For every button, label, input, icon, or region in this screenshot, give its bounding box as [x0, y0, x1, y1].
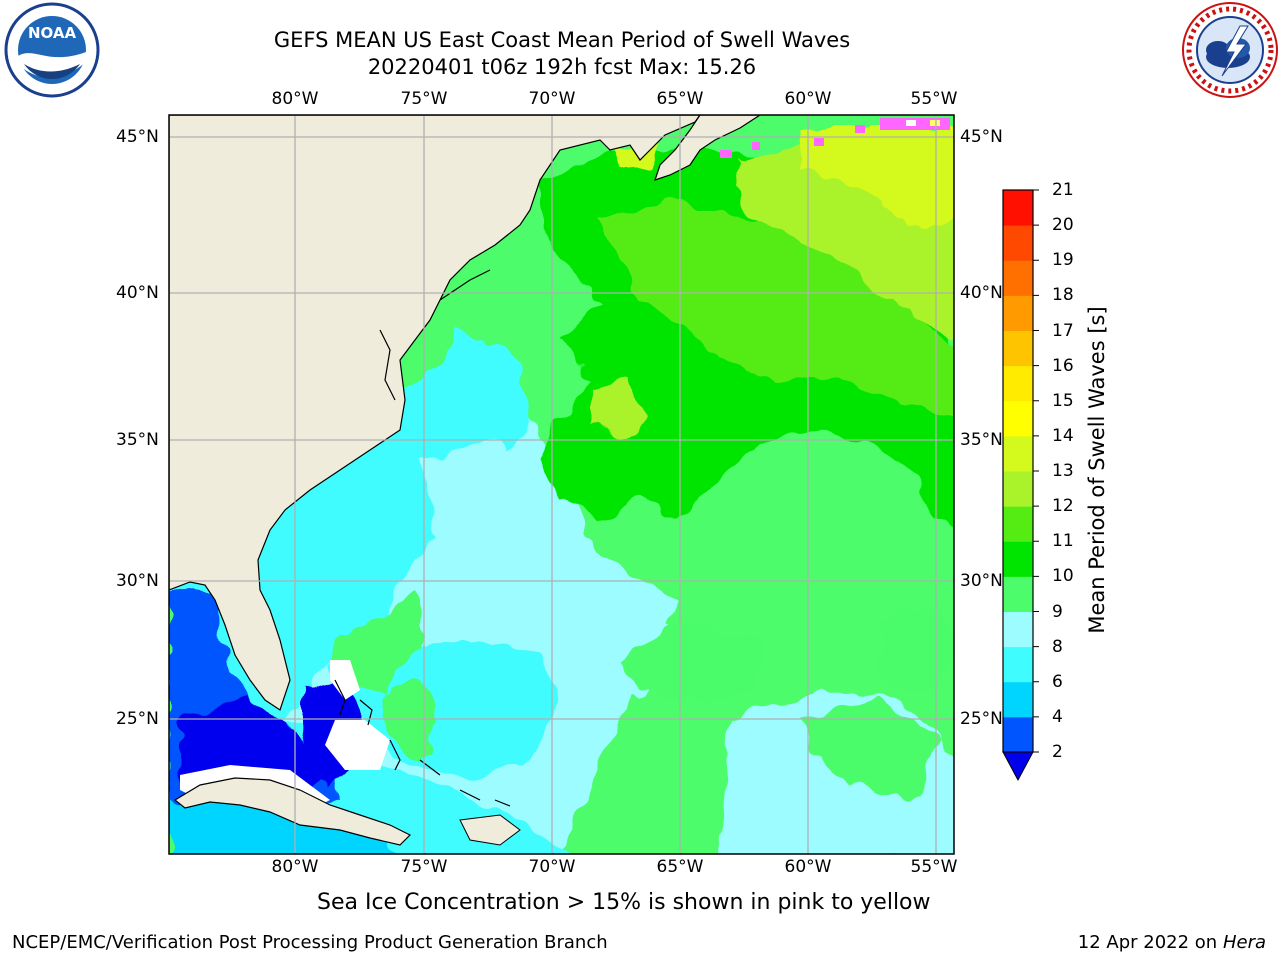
figure-subtitle: 20220401 t06z 192h fcst Max: 15.26: [367, 55, 757, 79]
footer-date: 12 Apr 2022 on Hera: [1078, 932, 1266, 953]
colorbar-segment: [1003, 716, 1033, 753]
lat-label-left-45n: 45°N: [116, 127, 159, 147]
map-frame: [168, 114, 955, 855]
lon-label-top-75w: 75°W: [400, 89, 448, 109]
swell-period-field: [169, 115, 954, 854]
lat-label-right-25n: 25°N: [960, 709, 1003, 729]
lat-label-right-45n: 45°N: [960, 127, 1003, 147]
colorbar-segment: [1003, 611, 1033, 648]
lat-label-left-35n: 35°N: [116, 430, 159, 450]
colorbar-tick-label: 13: [1052, 461, 1074, 481]
colorbar-tick-label: 16: [1052, 355, 1074, 376]
footer-machine: Hera: [1222, 932, 1266, 953]
colorbar-segment: [1003, 400, 1033, 437]
noaa-logo-text: NOAA: [28, 24, 77, 42]
colorbar-segment: [1003, 681, 1033, 718]
land-north-america: [169, 115, 701, 711]
lat-label-right-40n: 40°N: [960, 283, 1003, 303]
colorbar-segment: [1003, 435, 1033, 472]
colorbar-tick-label: 4: [1052, 706, 1063, 727]
lat-label-left-40n: 40°N: [116, 283, 159, 303]
colorbar-segment: [1003, 225, 1033, 261]
colorbar-title: Mean Period of Swell Waves [s]: [1085, 306, 1109, 634]
colorbar-tick-label: 20: [1052, 215, 1074, 236]
colorbar: [1002, 189, 1039, 782]
land-cuba: [173, 777, 412, 846]
colorbar-tick-label: 21: [1052, 180, 1074, 200]
colorbar-segment: [1003, 471, 1033, 507]
lon-label-bottom-70w: 70°W: [528, 857, 576, 877]
colorbar-tick-label: 11: [1052, 531, 1074, 552]
lon-label-top-80w: 80°W: [271, 89, 319, 109]
lon-label-top-65w: 65°W: [656, 89, 704, 109]
graticule: [169, 115, 954, 854]
colorbar-segment: [1003, 330, 1033, 367]
figure-title: GEFS MEAN US East Coast Mean Period of S…: [273, 28, 851, 52]
colorbar-tick-label: 9: [1052, 601, 1063, 622]
colorbar-segment: [1003, 365, 1033, 402]
colorbar-tick-label: 8: [1052, 636, 1063, 657]
colorbar-tick-label: 10: [1052, 566, 1074, 587]
land-hispaniola: [459, 814, 521, 846]
lon-label-bottom-60w: 60°W: [784, 857, 832, 877]
lon-label-top-60w: 60°W: [784, 89, 832, 109]
colorbar-segment: [1003, 190, 1033, 226]
lon-label-bottom-55w: 55°W: [910, 857, 958, 877]
noaa-logo-icon: NOAA: [4, 2, 100, 98]
colorbar-segment: [1003, 576, 1033, 612]
colorbar-tick-label: 2: [1052, 742, 1063, 762]
sea-ice-note: Sea Ice Concentration > 15% is shown in …: [317, 890, 931, 915]
lat-label-left-30n: 30°N: [116, 571, 159, 591]
island-outlines: [334, 269, 511, 807]
lat-label-right-35n: 35°N: [960, 430, 1003, 450]
colorbar-tick-label: 18: [1052, 285, 1074, 306]
footer-credit: NCEP/EMC/Verification Post Processing Pr…: [12, 932, 608, 953]
lon-label-bottom-75w: 75°W: [400, 857, 448, 877]
colorbar-tick-label: 19: [1052, 250, 1074, 271]
nws-logo-icon: [1182, 2, 1278, 98]
lon-label-bottom-80w: 80°W: [271, 857, 319, 877]
lon-label-bottom-65w: 65°W: [656, 857, 704, 877]
colorbar-tick-label: 12: [1052, 496, 1074, 517]
colorbar-segment: [1003, 541, 1033, 577]
lon-label-top-55w: 55°W: [910, 89, 958, 109]
footer-date-text: 12 Apr 2022 on: [1077, 932, 1218, 953]
colorbar-segment: [1003, 295, 1033, 331]
colorbar-tick-label: 17: [1052, 320, 1074, 341]
lon-label-top-70w: 70°W: [528, 89, 576, 109]
colorbar-tick-label: 14: [1052, 425, 1074, 446]
lat-label-left-25n: 25°N: [116, 709, 159, 729]
colorbar-segment: [1003, 506, 1033, 542]
colorbar-segment: [1003, 260, 1033, 296]
colorbar-tick-label: 6: [1052, 671, 1063, 692]
lat-label-right-30n: 30°N: [960, 571, 1003, 591]
colorbar-tick-label: 15: [1052, 390, 1074, 411]
colorbar-segment: [1003, 646, 1033, 683]
